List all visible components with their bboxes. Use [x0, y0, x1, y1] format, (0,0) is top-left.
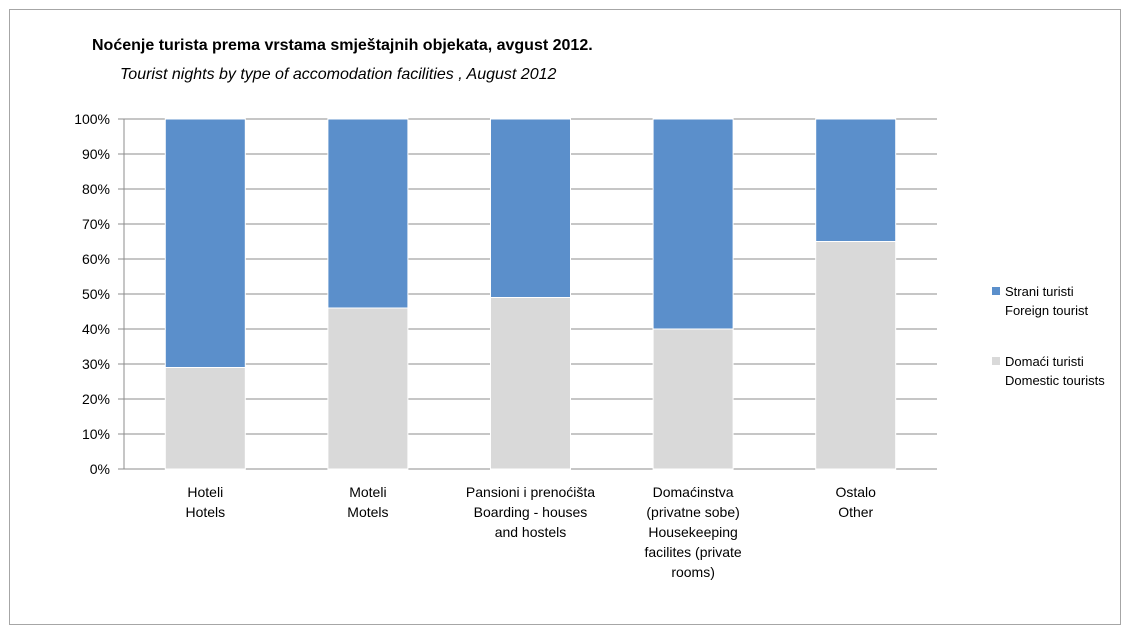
- bar-segment-foreign: [490, 118, 571, 298]
- y-tick-label: 30%: [82, 356, 110, 372]
- legend-swatch-foreign: [992, 287, 1000, 295]
- x-axis-labels: Hoteli Hotels Moteli Motels Pansioni i preno…: [185, 484, 876, 580]
- y-tick-label: 50%: [82, 286, 110, 302]
- legend-label-domestic: Domaći turisti Domestic tourists: [1005, 354, 1105, 388]
- x-category-label: Pansioni i prenoćišta Boarding - houses an…: [466, 484, 595, 540]
- bar-segment-domestic: [815, 241, 897, 470]
- bar-segment-domestic: [164, 367, 246, 470]
- legend-swatch-domestic: [992, 357, 1000, 365]
- bar-segment-foreign: [327, 118, 409, 309]
- x-category-label: Domaćinstva (privatne sobe) Housekeeping fa…: [644, 484, 741, 580]
- legend: Strani turisti Foreign tourist Domaći turi…: [992, 284, 1105, 388]
- y-tick-label: 20%: [82, 391, 110, 407]
- bar-segment-foreign: [652, 118, 734, 330]
- chart-subtitle: Tourist nights by type of accomodation f…: [120, 66, 557, 83]
- bar-segment-domestic: [490, 297, 571, 470]
- bar-segment-foreign: [815, 118, 897, 242]
- y-tick-label: 70%: [82, 216, 110, 232]
- x-category-label: Hoteli Hotels: [185, 484, 225, 520]
- legend-label-foreign: Strani turisti Foreign tourist: [1005, 284, 1088, 318]
- y-tick-label: 10%: [82, 426, 110, 442]
- y-tick-label: 90%: [82, 146, 110, 162]
- y-axis-ticks: 0% 10% 20% 30% 40% 50% 60% 70% 80% 90% 100%: [74, 111, 110, 477]
- y-tick-label: 40%: [82, 321, 110, 337]
- bar-segment-domestic: [327, 307, 409, 470]
- y-tick-label: 100%: [74, 111, 110, 127]
- x-category-label: Ostalo Other: [835, 484, 876, 520]
- y-tick-label: 80%: [82, 181, 110, 197]
- x-category-label: Moteli Motels: [347, 484, 388, 520]
- bars: [164, 118, 897, 470]
- y-tick-label: 60%: [82, 251, 110, 267]
- y-tick-label: 0%: [90, 461, 110, 477]
- bar-segment-domestic: [652, 328, 734, 470]
- bar-segment-foreign: [164, 118, 246, 368]
- chart-title: Noćenje turista prema vrstama smještajni…: [92, 37, 593, 54]
